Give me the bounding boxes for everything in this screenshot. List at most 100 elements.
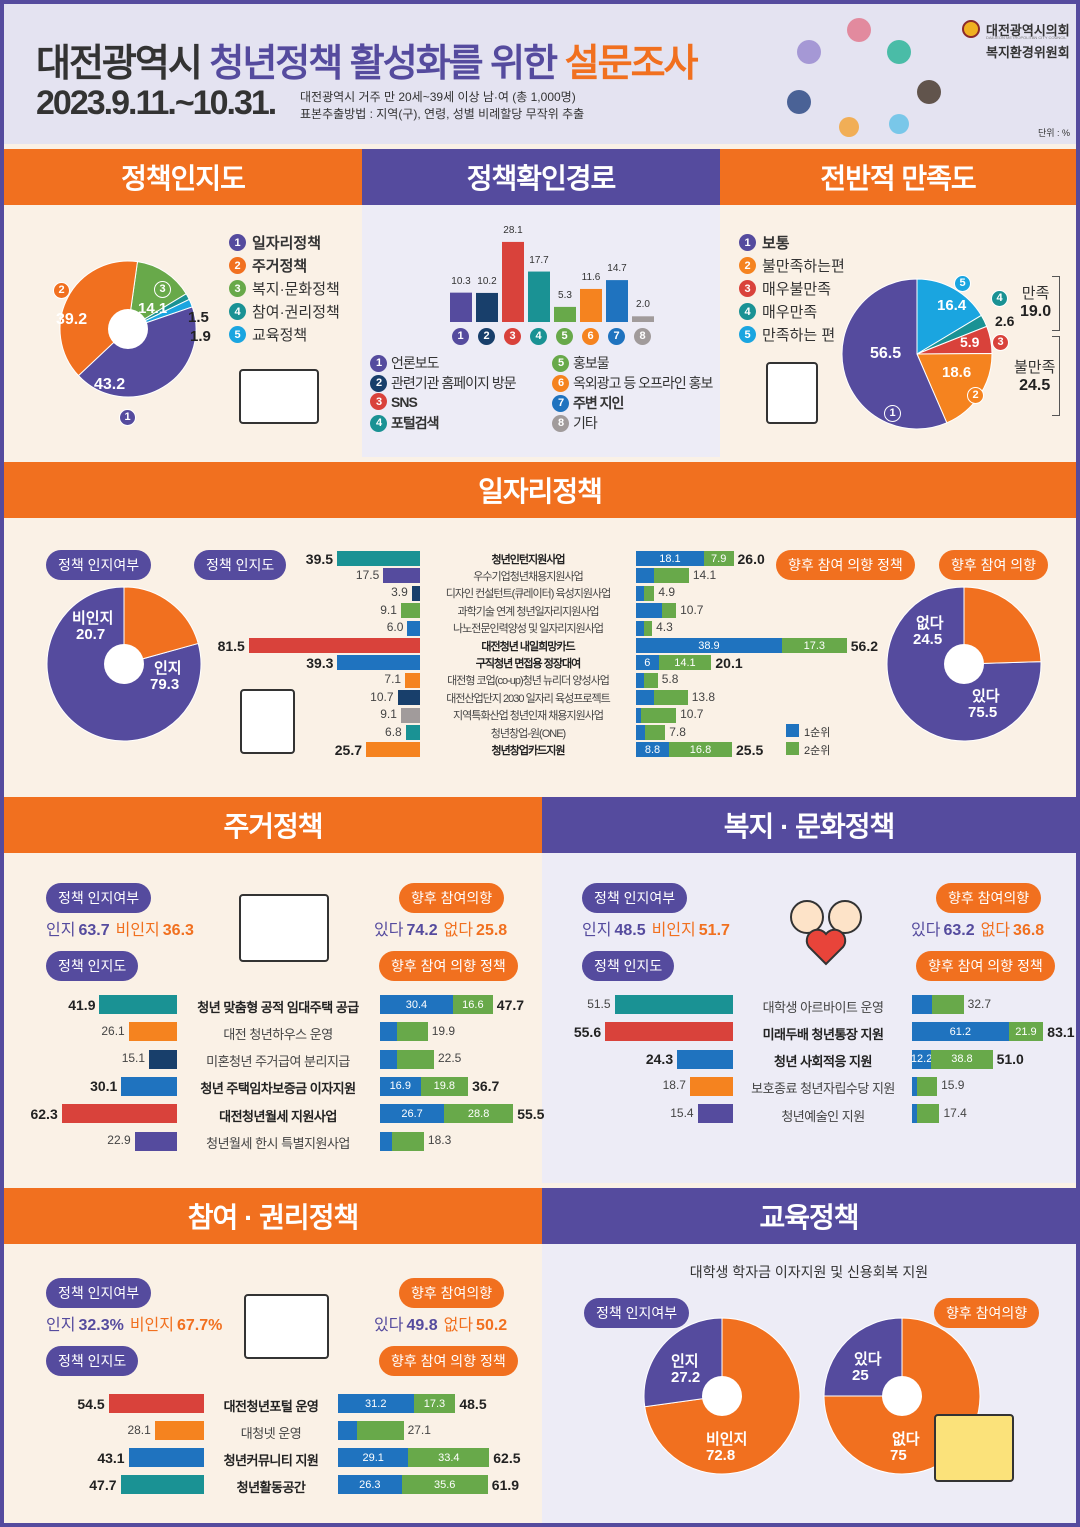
satisfied-bracket [1052,276,1060,331]
aware-no-label: 비인지 [651,922,696,939]
awareness-bar [366,742,420,758]
council-name-en: DAEJEON METROPOLITAN CITY COUNCIL [986,35,1067,40]
legend-second: 2순위 [804,745,831,757]
awareness-bar [128,1022,177,1042]
people-illustration [779,12,949,140]
committee-name: 복지환경위원회 [986,45,1070,60]
intent-total: 62.5 [493,1449,521,1466]
number-badge: 6 [552,374,569,392]
legend-item: 8 기타 [552,413,598,433]
second-rank-bar [916,1104,940,1124]
intent-total: 27.1 [407,1422,431,1437]
awareness-bar [405,725,420,740]
intent-summary: 있다 63.2 없다 36.8 [911,916,1044,940]
section-heading-jobs: 일자리정책 [4,462,1076,518]
aware-yes-label: 인지 [46,1317,76,1334]
awareness-bar [689,1076,733,1096]
awareness-bar [108,1394,204,1413]
legend-label: 주거정책 [252,258,308,275]
policy-name: 지역특화산업 청년인재 채용지원사업 [452,710,604,723]
awareness-bar [248,638,420,653]
tag-aware: 정책 인지여부 [582,883,688,913]
channel-bar-3 [502,241,524,322]
awareness-value: 54.5 [77,1395,105,1412]
first-rank-bar: 26.7 [380,1104,445,1124]
legend-item: 4 포털검색 [370,413,440,433]
dissatisfied-label: 불만족 [1014,359,1056,376]
legend-label: 교육정책 [252,327,308,344]
awareness-bar [397,690,420,706]
aware-no-label: 비인지 [115,922,160,939]
legend-first: 1순위 [804,727,831,739]
second-rank-bar [643,620,653,636]
education-subtitle: 대학생 학자금 이자지원 및 신용회복 지원 [689,1264,929,1280]
channel-number: 7 [608,326,625,345]
second-rank-bar: 16.6 [452,995,493,1014]
legend-item: 7 주변 지인 [552,393,624,413]
awareness-bar [337,551,420,566]
first-rank-bar: 31.2 [338,1394,414,1413]
aware-yes: 48.5 [614,922,646,939]
awareness-bar [128,1448,204,1467]
number-badge: 2 [229,257,246,274]
legend-label: 기타 [573,415,598,431]
slice-label-3: 14.1 [138,300,168,317]
intent-total: 56.2 [850,637,878,654]
number-badge: 1 [884,404,901,422]
intent-total: 7.8 [669,724,686,739]
intent-total: 15.9 [941,1078,965,1093]
dissatisfied-value: 24.5 [1019,377,1051,394]
jobs-intent-slice-1 [886,586,1042,742]
intent-yes: 74.2 [406,922,438,939]
legend-label: 주변 지인 [573,395,624,411]
satisfied-value: 19.0 [1020,303,1052,320]
tag-intent-policy: 향후 참여 의향 정책 [776,550,915,580]
intent-total: 4.9 [658,585,676,600]
channel-value-label: 10.3 [451,275,471,287]
channel-bar-4 [528,271,550,322]
policy-name: 청년커뮤니티 지원 [223,1452,319,1468]
edu-intent-slice-2 [823,1317,903,1397]
second-rank-bar: 17.3 [781,638,847,653]
tag-intent-policy: 향후 참여 의향 정책 [379,1346,518,1376]
tag-aware: 정책 인지여부 [46,1278,152,1308]
number-badge: 5 [552,354,569,372]
policy-name: 대전산업단지 2030 일자리 육성프로젝트 [446,692,610,705]
awareness-bar [400,603,420,619]
number-badge: 3 [504,327,521,345]
tag-intent: 향후 참여 의향 [939,550,1049,580]
policy-name: 나노전문인력양성 및 일자리지원사업 [452,623,604,636]
number-badge: 2 [370,374,387,392]
legend-swatch-first [786,724,799,737]
slice-label-2: 39.2 [56,311,88,328]
aware-no: 67.7% [177,1317,223,1334]
aware-summary: 인지 63.7 비인지 36.3 [46,916,194,940]
second-rank-bar [396,1049,434,1069]
pie-label-yes: 있다 [972,688,1000,705]
channel-value-label: 2.0 [636,299,650,311]
first-rank-bar [380,1022,397,1042]
legend-label: 참여·권리정책 [252,304,340,321]
intent-total: 22.5 [438,1051,462,1066]
first-rank-bar [636,672,644,688]
intent-total: 55.5 [517,1105,545,1122]
channel-value-label: 28.1 [503,224,523,236]
legend-item: 1 보통 [739,232,790,253]
awareness-value: 10.7 [370,689,394,704]
intent-yes-label: 있다 [374,922,404,939]
jobs-aware-slice-2 [123,586,199,665]
number-badge: 1 [119,408,136,426]
intent-no-label: 없다 [980,922,1011,939]
legend-item: 6 옥외광고 등 오프라인 홍보 [552,373,713,393]
channel-bar-7 [606,280,628,322]
channel-number: 6 [582,326,599,345]
awareness-value: 39.3 [306,654,334,671]
aware-yes: 32.3% [78,1317,124,1334]
intent-total: 25.5 [736,741,764,758]
first-rank-bar [636,725,645,740]
channel-bar-8 [632,316,654,322]
pie-value-yes: 75.5 [968,704,998,721]
policy-name: 청년창업-원(ONE) [490,727,566,740]
number-badge: 2 [739,257,756,274]
